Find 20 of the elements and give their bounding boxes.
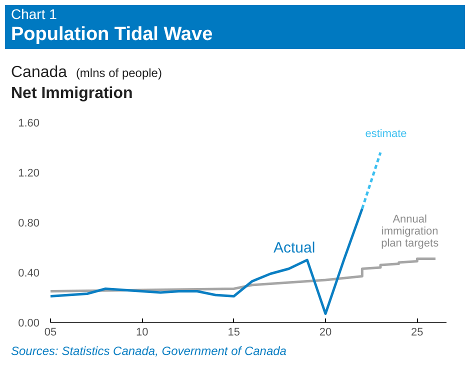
- y-tick-label: 1.20: [18, 168, 40, 180]
- annotation: Annual immigration plan targets: [381, 213, 440, 250]
- annotation: Actual: [273, 239, 316, 256]
- y-tick-label: 1.60: [18, 118, 40, 130]
- y-tick-label: 0.00: [18, 318, 40, 330]
- x-tick-label: 10: [136, 326, 148, 338]
- y-tick-label: 0.40: [18, 268, 40, 280]
- caption: Chart 1: [11, 6, 58, 23]
- x-tick-label: 15: [228, 326, 240, 338]
- y-tick-label: 0.80: [18, 218, 40, 230]
- line-series: [50, 208, 364, 315]
- x-tick-label: 25: [411, 326, 424, 338]
- text: Canada: [11, 64, 68, 81]
- x-tick-label: 05: [44, 326, 57, 338]
- chart-title: Population Tidal Wave: [11, 23, 213, 47]
- x-tick-label: 20: [319, 326, 332, 338]
- chart-subtitle: Net Immigration: [11, 84, 134, 104]
- annotation: estimate: [365, 128, 407, 140]
- source-note: Sources: Statistics Canada, Government of Canada: [11, 343, 286, 360]
- y-axis-title: (mlns of people): [76, 66, 162, 80]
